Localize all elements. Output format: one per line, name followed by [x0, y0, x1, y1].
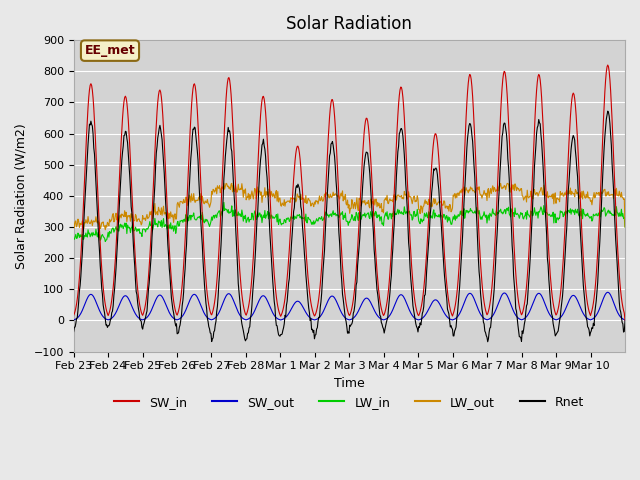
- Text: EE_met: EE_met: [84, 44, 135, 57]
- X-axis label: Time: Time: [334, 377, 365, 390]
- Y-axis label: Solar Radiation (W/m2): Solar Radiation (W/m2): [15, 123, 28, 269]
- Title: Solar Radiation: Solar Radiation: [286, 15, 412, 33]
- Legend: SW_in, SW_out, LW_in, LW_out, Rnet: SW_in, SW_out, LW_in, LW_out, Rnet: [109, 391, 589, 414]
